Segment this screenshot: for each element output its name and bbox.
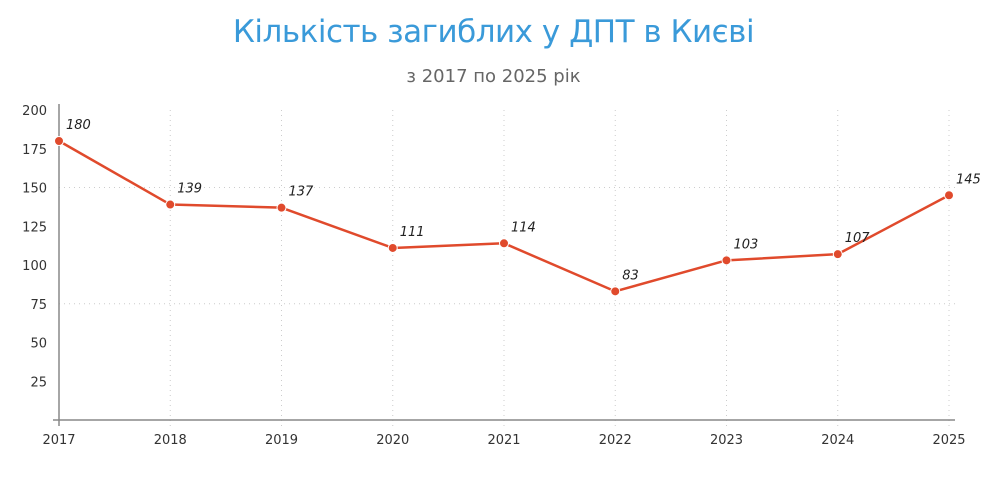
y-tick-label: 175	[22, 143, 47, 158]
data-label: 111	[400, 225, 425, 240]
y-tick-label: 125	[22, 220, 47, 235]
y-tick-label: 150	[22, 182, 47, 197]
data-point	[54, 136, 64, 146]
data-point	[832, 249, 843, 260]
data-point	[165, 199, 176, 210]
chart-title: Кількість загиблих у ДПТ в Києві	[232, 14, 755, 50]
chart-subtitle: з 2017 по 2025 рік	[406, 66, 581, 87]
data-point	[610, 286, 621, 297]
data-label: 139	[177, 182, 202, 197]
data-label: 180	[66, 118, 91, 133]
y-tick-label: 100	[22, 259, 47, 274]
data-point	[276, 202, 287, 213]
data-label: 83	[622, 268, 639, 283]
x-tick-label: 2025	[932, 433, 965, 448]
data-label: 114	[511, 220, 536, 235]
y-tick-label: 200	[22, 104, 47, 119]
gridlines	[59, 110, 955, 430]
x-tick-label: 2020	[376, 433, 409, 448]
axes	[53, 104, 955, 426]
data-labels: 180 139 137 111 114 83 103 107 145	[66, 118, 981, 283]
data-point	[499, 238, 509, 249]
data-point	[721, 255, 732, 266]
x-tick-label: 2024	[821, 433, 854, 448]
x-tick-label: 2019	[265, 433, 298, 448]
x-tick-label: 2018	[154, 433, 187, 448]
data-label: 107	[845, 231, 871, 246]
x-axis-ticks: 2017 2018 2019 2020 2021 2022 2023 2024 2025	[42, 433, 965, 448]
x-tick-label: 2022	[599, 433, 632, 448]
x-tick-label: 2023	[710, 433, 743, 448]
data-label: 145	[956, 172, 981, 187]
x-tick-label: 2017	[42, 433, 75, 448]
data-point	[944, 190, 954, 201]
y-tick-label: 75	[30, 298, 47, 313]
data-points	[54, 136, 954, 297]
y-tick-label: 50	[30, 337, 47, 352]
y-tick-label: 25	[30, 375, 47, 390]
y-axis-ticks: 25 50 75 100 125 150 175 200	[22, 104, 47, 390]
x-tick-label: 2021	[487, 433, 520, 448]
data-label: 137	[289, 185, 315, 200]
data-point	[387, 242, 398, 253]
data-label: 103	[734, 237, 759, 252]
series-line	[58, 139, 950, 293]
